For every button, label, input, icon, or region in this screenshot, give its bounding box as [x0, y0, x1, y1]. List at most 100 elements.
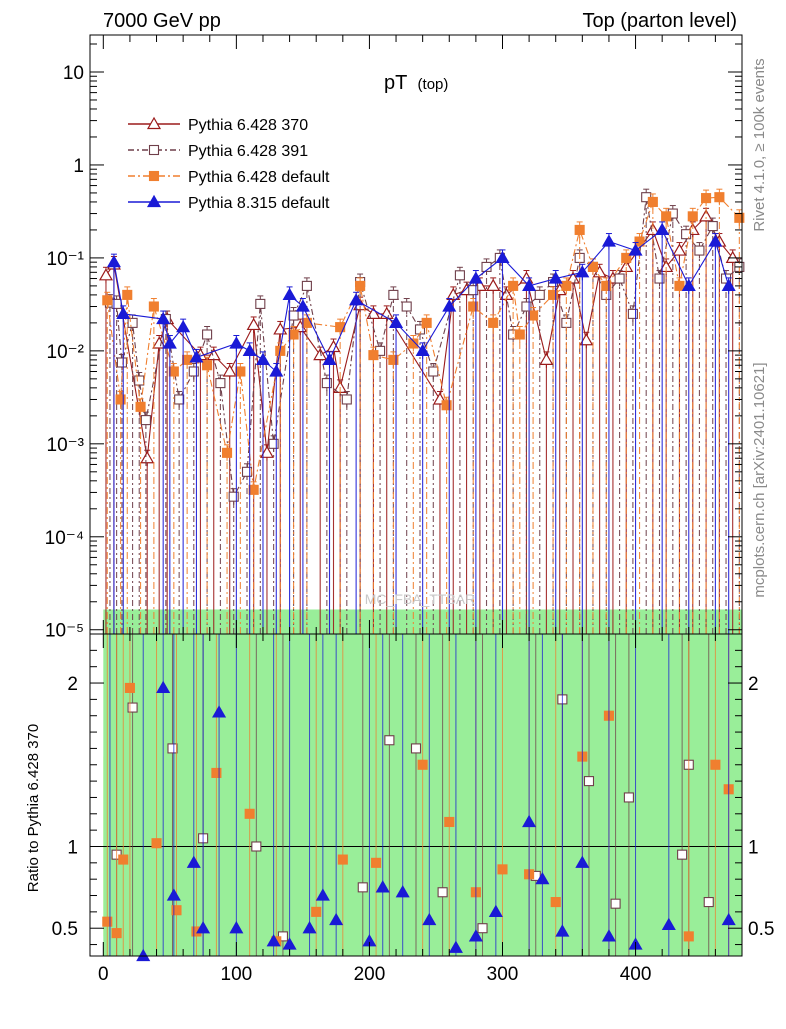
ratio-point	[212, 705, 227, 718]
main-point	[454, 270, 465, 281]
main-point	[707, 221, 718, 232]
ratio-x-tick-label: 200	[354, 964, 386, 985]
main-point	[561, 280, 572, 291]
main-point	[188, 366, 199, 377]
ratio-point	[661, 917, 676, 931]
main-point	[135, 401, 146, 412]
main-point	[235, 366, 246, 377]
main-point	[228, 491, 239, 502]
ratio-point	[124, 682, 135, 693]
main-point	[548, 289, 559, 300]
ratio-y-tick-label: 1	[67, 837, 78, 858]
ratio-point	[710, 759, 721, 770]
ratio-y-tick-label-right: 2	[748, 674, 759, 695]
ratio-point	[522, 814, 537, 828]
main-y-tick-label: 10⁻⁴	[45, 528, 84, 549]
main-point	[301, 280, 312, 291]
main-point	[152, 336, 167, 349]
main-point	[313, 347, 328, 361]
ratio-point	[329, 912, 344, 926]
main-point	[514, 329, 525, 340]
main-point	[202, 329, 213, 340]
ratio-point	[703, 897, 714, 908]
legend-entry: Pythia 6.428 370	[128, 116, 308, 134]
main-point	[162, 336, 177, 349]
main-point	[379, 306, 394, 319]
main-point	[156, 311, 171, 325]
main-point	[694, 245, 705, 256]
ratio-point	[186, 855, 201, 868]
main-series-drop-lines	[105, 216, 734, 634]
ratio-point	[167, 743, 178, 754]
main-point	[508, 280, 519, 291]
ratio-point	[211, 767, 222, 778]
ratio-point	[550, 897, 561, 908]
main-point	[565, 271, 581, 284]
main-point	[222, 447, 233, 458]
main-point	[672, 243, 687, 256]
main-point	[389, 315, 404, 328]
ratio-point	[437, 887, 448, 898]
ratio-point	[375, 880, 390, 893]
main-point	[368, 350, 379, 361]
ratio-point	[302, 921, 317, 934]
legend-entry: Pythia 6.428 default	[128, 169, 330, 186]
main-point	[687, 211, 698, 222]
legend-entry: Pythia 6.428 391	[128, 143, 308, 160]
ratio-point	[111, 928, 122, 939]
main-point	[148, 301, 159, 312]
ratio-point	[488, 904, 503, 917]
main-point	[634, 236, 645, 247]
main-point	[674, 280, 685, 291]
main-point	[579, 333, 594, 346]
legend-marker	[146, 194, 162, 208]
main-point	[645, 222, 660, 236]
plot-title: pT (top)	[384, 72, 448, 94]
ratio-point	[156, 680, 171, 694]
ratio-point	[371, 857, 382, 868]
main-series-3	[106, 221, 736, 634]
legend-label: Pythia 8.315 default	[188, 195, 330, 212]
main-point	[401, 301, 412, 312]
main-point	[134, 375, 145, 386]
main-point	[140, 451, 155, 464]
main-point	[601, 280, 612, 291]
legend-marker	[148, 144, 160, 156]
ratio-point	[417, 759, 428, 770]
main-point	[534, 289, 545, 300]
ratio-point	[311, 906, 322, 917]
header-right: Top (parton level)	[582, 10, 737, 32]
main-point	[388, 354, 399, 365]
ratio-ylabel: Ratio to Pythia 6.428 370	[25, 724, 42, 892]
ratio-point	[575, 855, 590, 868]
legend-label: Pythia 6.428 default	[188, 169, 330, 186]
main-point	[446, 287, 461, 301]
ratio-point	[535, 871, 550, 885]
ratio-point	[583, 776, 595, 787]
main-point	[701, 193, 712, 204]
ratio-point	[610, 898, 621, 909]
main-point	[106, 254, 121, 268]
main-series-line	[106, 196, 740, 490]
main-point	[574, 224, 585, 235]
ratio-point	[721, 912, 736, 926]
main-point	[322, 352, 337, 365]
main-y-tick-label: 10	[63, 63, 84, 84]
main-point	[681, 278, 696, 291]
ratio-x-tick-label: 0	[98, 964, 109, 985]
main-point	[168, 366, 179, 377]
main-point	[174, 394, 185, 405]
main-point	[246, 317, 261, 331]
main-point	[601, 234, 616, 247]
main-point	[528, 310, 539, 321]
main-point	[621, 252, 632, 263]
ratio-point	[683, 931, 694, 942]
main-point	[548, 271, 563, 284]
main-point	[115, 394, 126, 405]
main-point	[627, 308, 638, 319]
main-point	[655, 222, 670, 236]
ratio-point	[444, 816, 455, 828]
main-point	[614, 273, 625, 284]
